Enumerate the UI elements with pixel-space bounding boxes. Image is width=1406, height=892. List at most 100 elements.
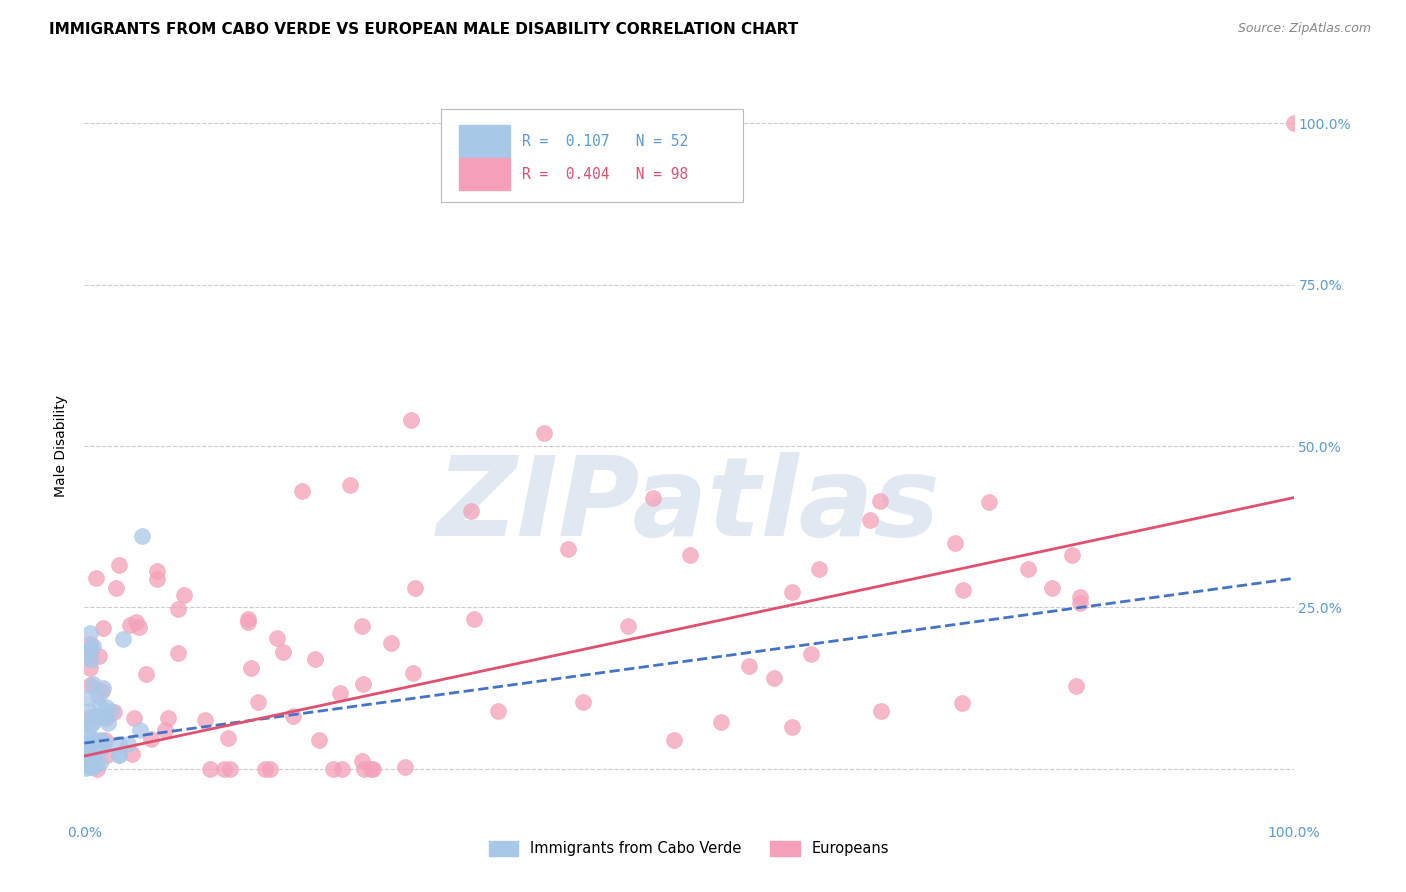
Point	[79, 660, 101, 674]
Point	[146, 565, 169, 579]
Point	[89, 756, 111, 771]
Point	[83, 746, 105, 760]
Point	[84, 733, 107, 747]
Point	[219, 762, 242, 776]
Point	[79, 718, 101, 732]
Point	[173, 588, 195, 602]
Point	[75, 738, 97, 752]
Point	[259, 762, 281, 776]
Point	[1062, 548, 1084, 562]
Point	[145, 572, 167, 586]
Point	[82, 751, 104, 765]
Point	[1069, 590, 1091, 604]
Legend: Immigrants from Cabo Verde, Europeans: Immigrants from Cabo Verde, Europeans	[484, 835, 894, 862]
Point	[79, 626, 101, 640]
Point	[239, 661, 262, 675]
Point	[97, 715, 120, 730]
Point	[1069, 596, 1091, 610]
Point	[103, 705, 125, 719]
Point	[399, 413, 422, 427]
Point	[283, 708, 305, 723]
Point	[89, 699, 111, 714]
Point	[155, 723, 177, 737]
Point	[90, 733, 112, 747]
Point	[86, 762, 108, 776]
Point	[402, 666, 425, 681]
Point	[200, 762, 222, 776]
Point	[77, 704, 100, 718]
Point	[710, 714, 733, 729]
Point	[79, 733, 101, 747]
Point	[869, 493, 891, 508]
Point	[112, 632, 135, 646]
Point	[662, 732, 685, 747]
Point	[486, 704, 509, 718]
Point	[86, 689, 108, 703]
Text: R =  0.404   N = 98: R = 0.404 N = 98	[522, 167, 689, 181]
Point	[533, 426, 555, 441]
Point	[166, 647, 188, 661]
Point	[118, 618, 141, 632]
Point	[616, 618, 638, 632]
Point	[83, 748, 105, 763]
Point	[1040, 581, 1063, 595]
Point	[212, 762, 235, 776]
Point	[108, 747, 131, 762]
Point	[1066, 679, 1088, 693]
Point	[308, 733, 330, 747]
Point	[236, 612, 259, 626]
Point	[91, 740, 114, 755]
Point	[679, 549, 702, 563]
Point	[266, 632, 288, 646]
Point	[82, 760, 104, 774]
Point	[80, 749, 103, 764]
Point	[330, 762, 353, 776]
Point	[75, 649, 97, 664]
FancyBboxPatch shape	[460, 125, 510, 157]
Point	[950, 696, 973, 710]
Point	[131, 529, 153, 543]
Point	[83, 741, 105, 756]
Point	[1282, 116, 1305, 130]
Point	[108, 747, 131, 762]
Point	[800, 647, 823, 661]
Point	[82, 740, 104, 755]
Point	[247, 695, 270, 709]
Point	[82, 677, 104, 691]
Point	[641, 491, 664, 505]
Point	[125, 615, 148, 629]
Point	[77, 690, 100, 705]
Text: ZIPatlas: ZIPatlas	[437, 452, 941, 559]
Point	[117, 737, 139, 751]
Point	[76, 727, 98, 741]
Point	[404, 581, 426, 595]
Point	[83, 714, 105, 728]
Point	[139, 731, 162, 746]
Point	[859, 513, 882, 527]
Point	[79, 647, 101, 661]
FancyBboxPatch shape	[441, 109, 744, 202]
Text: R =  0.107   N = 52: R = 0.107 N = 52	[522, 134, 689, 149]
Point	[780, 720, 803, 734]
Point	[463, 612, 485, 626]
Point	[107, 737, 129, 751]
Point	[86, 738, 108, 752]
Point	[952, 583, 974, 598]
Point	[121, 747, 143, 761]
Text: IMMIGRANTS FROM CABO VERDE VS EUROPEAN MALE DISABILITY CORRELATION CHART: IMMIGRANTS FROM CABO VERDE VS EUROPEAN M…	[49, 22, 799, 37]
Point	[943, 536, 966, 550]
Point	[271, 645, 294, 659]
Point	[122, 711, 145, 725]
FancyBboxPatch shape	[460, 158, 510, 190]
Point	[79, 760, 101, 774]
Point	[360, 762, 382, 776]
Point	[291, 484, 314, 499]
Point	[128, 723, 150, 737]
Point	[253, 762, 276, 776]
Point	[100, 704, 122, 718]
Point	[782, 585, 804, 599]
Point	[1017, 562, 1039, 576]
Point	[762, 671, 785, 685]
Point	[79, 678, 101, 692]
Point	[87, 648, 110, 663]
